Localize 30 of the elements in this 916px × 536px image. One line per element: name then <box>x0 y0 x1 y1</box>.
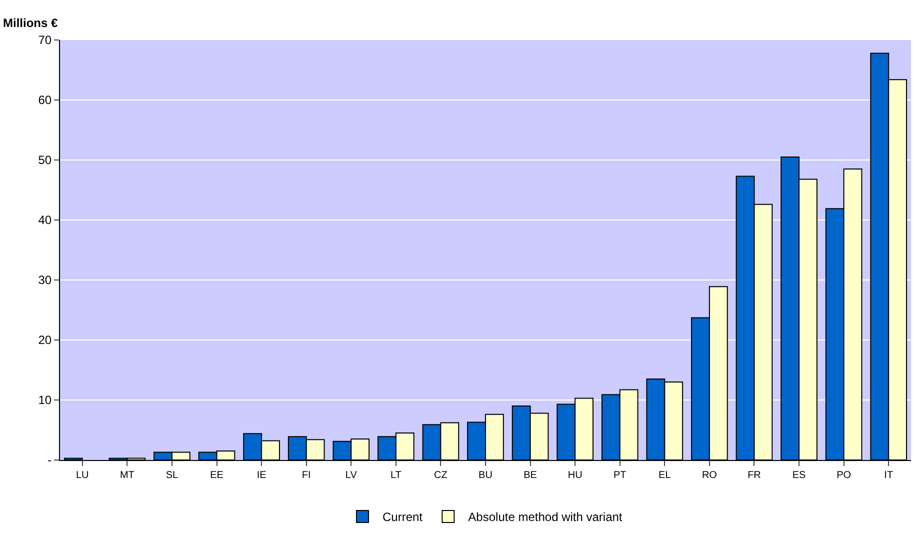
x-tick-label: FI <box>302 470 311 481</box>
x-tick-label: ES <box>792 470 806 481</box>
x-tick-label: RO <box>702 470 718 481</box>
y-tick-label: - <box>48 453 52 468</box>
legend-label: Absolute method with variant <box>468 510 623 524</box>
x-tick-label: IT <box>884 470 894 481</box>
x-tick-label: CZ <box>434 470 448 481</box>
x-tick-label: IE <box>256 470 267 481</box>
x-tick-label: LV <box>345 470 358 481</box>
y-tick-label: 10 <box>38 393 52 408</box>
y-tick-label: 20 <box>38 333 52 348</box>
x-tick-label: SL <box>166 470 179 481</box>
legend-label: Current <box>382 510 424 524</box>
x-tick-label: BE <box>524 470 538 481</box>
x-tick-label: MT <box>120 470 134 481</box>
y-tick-label: 40 <box>38 213 52 228</box>
x-tick-label: EE <box>210 470 224 481</box>
x-tick-label: LU <box>76 470 89 481</box>
x-tick-label: BU <box>478 470 492 481</box>
x-tick-label: EL <box>658 470 672 481</box>
x-tick-label: FR <box>748 470 761 481</box>
x-tick-label: LT <box>390 470 402 481</box>
y-tick-label: 60 <box>38 93 52 108</box>
y-tick-label: 30 <box>38 273 52 288</box>
x-tick-label: HU <box>568 470 582 481</box>
y-axis-title: Millions € <box>3 16 58 30</box>
x-tick-label: PT <box>613 470 626 481</box>
x-tick-label: PO <box>836 470 852 481</box>
y-tick-label: 50 <box>38 153 52 168</box>
y-tick-label: 70 <box>38 33 52 48</box>
